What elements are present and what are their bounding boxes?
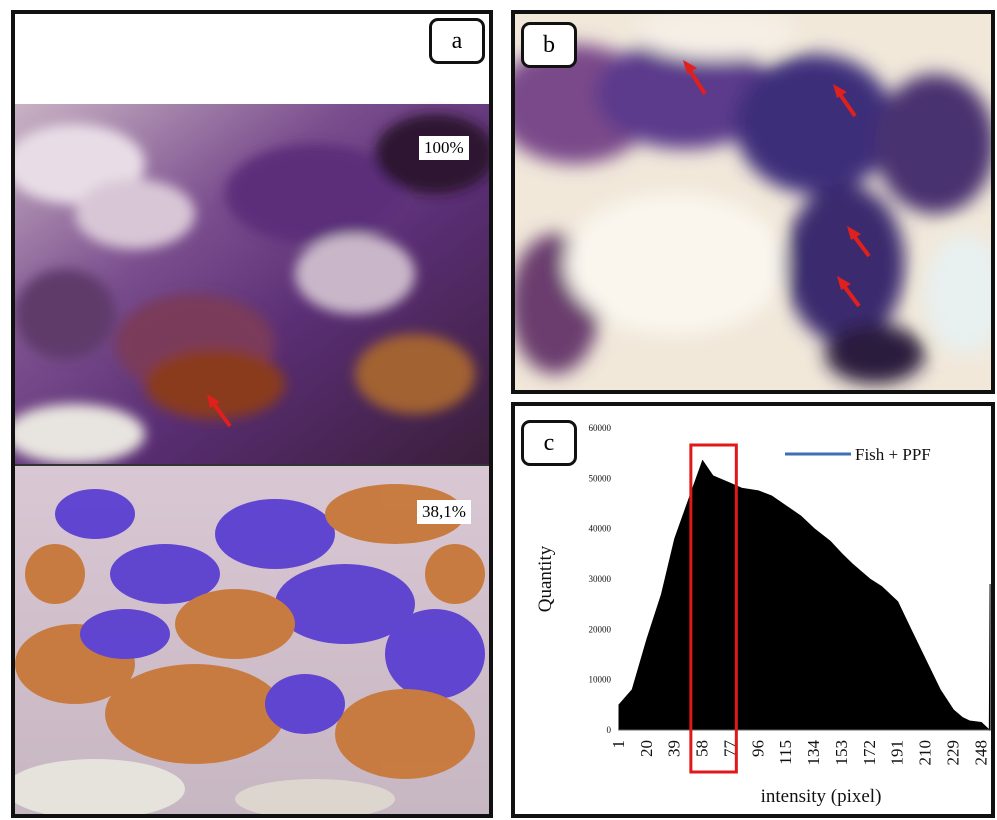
intensity-histogram: 0 10000 20000 30000 40000 50000 60000 1 20 39 58 77… — [535, 423, 991, 807]
x-tick-label: 58 — [693, 740, 712, 757]
micrograph-a — [15, 14, 489, 814]
x-tick-label: 153 — [832, 740, 851, 766]
red-arrow-icon — [207, 394, 232, 428]
legend-label: Fish + PPF — [855, 445, 931, 464]
y-tick-label: 10000 — [589, 675, 612, 685]
panel-b-label: b — [521, 22, 577, 68]
highlight-box — [689, 443, 738, 774]
x-tick-label: 248 — [971, 740, 990, 766]
x-tick-label: 191 — [888, 740, 907, 766]
panel-c-label: c — [521, 420, 577, 466]
x-tick-label: 39 — [665, 740, 684, 757]
y-tick-label: 40000 — [589, 524, 612, 534]
x-tick-label: 172 — [860, 740, 879, 766]
x-tick-label: 1 — [609, 740, 628, 749]
x-tick-label: 77 — [720, 740, 739, 758]
panel-a-top-value: 100% — [419, 136, 469, 160]
x-tick-label: 115 — [776, 740, 795, 765]
histogram-area — [618, 459, 991, 732]
x-axis-label: intensity (pixel) — [761, 786, 882, 807]
x-tick-label: 229 — [943, 740, 962, 766]
y-tick-label: 20000 — [589, 624, 612, 634]
micrograph-b — [515, 14, 991, 390]
panel-a: a 100% 38,1% — [11, 10, 493, 818]
panel-c: 0 10000 20000 30000 40000 50000 60000 1 20 39 58 77… — [511, 402, 995, 818]
x-tick-label: 20 — [637, 740, 656, 757]
y-axis-label: Quantity — [535, 545, 556, 612]
y-tick-label: 60000 — [589, 423, 612, 433]
x-tick-label: 210 — [916, 740, 935, 766]
panel-a-label: a — [429, 18, 485, 64]
x-tick-label: 96 — [748, 740, 767, 757]
y-tick-label: 30000 — [589, 574, 612, 584]
panel-b: b — [511, 10, 995, 394]
red-arrow-icon — [683, 60, 871, 308]
y-tick-label: 0 — [607, 725, 612, 735]
y-tick-label: 50000 — [589, 473, 612, 483]
panel-a-bottom-value: 38,1% — [417, 500, 471, 524]
x-tick-label: 134 — [804, 740, 823, 766]
